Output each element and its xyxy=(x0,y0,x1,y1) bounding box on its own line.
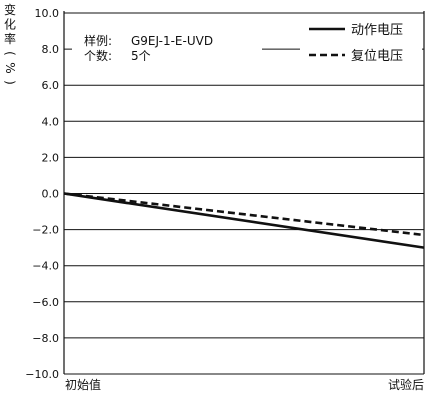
x-tick-label-after-test: 试验后 xyxy=(388,377,424,392)
y-tick-label: −2.0 xyxy=(32,224,59,237)
y-tick-label: 8.0 xyxy=(42,43,60,56)
y-tick-labels: 10.0 8.0 6.0 4.0 2.0 0.0 −2.0 −4.0 −6.0 −8.0 −10.0 xyxy=(25,7,59,381)
y-tick-label: −6.0 xyxy=(32,296,59,309)
y-tick-label: −4.0 xyxy=(32,260,59,273)
series-line-dashed xyxy=(63,192,425,237)
annotation-count-value: 5个 xyxy=(131,49,151,63)
annotation-background xyxy=(72,30,262,66)
legend-label: 动作电压 xyxy=(351,23,403,38)
y-tick-label: 6.0 xyxy=(42,79,60,92)
annotation-sample-label: 样例: xyxy=(84,33,112,48)
y-tick-label: −10.0 xyxy=(25,368,59,381)
legend-background xyxy=(300,16,422,68)
annotation-count-label: 个数: xyxy=(84,48,112,63)
y-axis-label-char: 率 xyxy=(4,31,16,46)
y-tick-label: 2.0 xyxy=(42,151,60,164)
y-axis-label-char: 变 xyxy=(4,2,16,17)
y-axis-label-char: % xyxy=(3,62,17,73)
series-line-solid xyxy=(63,192,425,249)
y-axis-label-char: 化 xyxy=(4,18,16,32)
y-tick-label: −8.0 xyxy=(32,332,59,345)
annotation-sample-value: G9EJ-1-E-UVD xyxy=(131,34,213,48)
y-tick-label: 10.0 xyxy=(35,7,60,20)
legend-label: 复位电压 xyxy=(351,49,403,64)
y-axis-label-char: ) xyxy=(3,80,17,85)
y-axis-label-group: 变化率 (%) xyxy=(3,2,17,85)
y-axis-label-char: ( xyxy=(3,51,17,56)
series-lines xyxy=(63,192,425,249)
y-tick-label: 4.0 xyxy=(42,115,60,128)
y-tick-label: 0.0 xyxy=(42,188,60,201)
x-tick-label-initial: 初始值 xyxy=(65,377,101,392)
